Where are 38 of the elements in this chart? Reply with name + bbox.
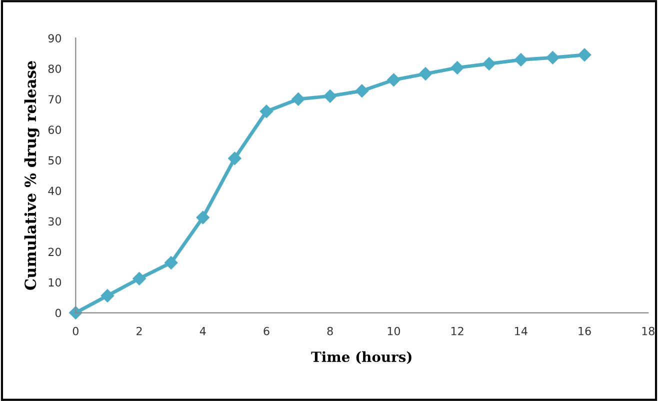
point	[355, 84, 368, 98]
x-tick-label: 0	[72, 326, 78, 336]
x-tick-label: 18	[642, 326, 654, 336]
y-tick-label: 60	[48, 126, 62, 134]
x-axis-title: Time (hours)	[311, 351, 412, 364]
y-tick-label: 80	[48, 64, 62, 73]
y-axis-title: Cumulative % drug release	[24, 61, 40, 290]
y-tick-label: 0	[55, 308, 62, 318]
x-tick-label: 4	[200, 327, 206, 336]
y-tick-label: 90	[48, 34, 62, 42]
point	[482, 57, 496, 70]
y-tick-label: 40	[48, 186, 62, 196]
point	[324, 89, 337, 103]
point	[100, 289, 114, 302]
y-tick-label: 20	[48, 248, 62, 256]
y-tick-label: 30	[48, 217, 62, 226]
point	[450, 61, 464, 74]
point	[578, 48, 592, 62]
y-tick-label: 10	[48, 278, 62, 287]
x-tick-label: 10	[388, 326, 400, 336]
point	[514, 53, 528, 66]
point	[292, 92, 305, 106]
point	[418, 67, 432, 80]
x-tick-label: 6	[264, 326, 270, 336]
x-tick-label: 8	[327, 326, 333, 336]
point	[260, 104, 274, 118]
point	[546, 51, 560, 64]
point	[387, 73, 400, 86]
point	[132, 272, 146, 286]
x-tick-label: 14	[515, 327, 528, 336]
x-tick-label: 16	[578, 326, 591, 336]
point	[228, 152, 242, 165]
x-tick-label: 2	[136, 326, 142, 336]
x-tick-label: 12	[451, 326, 464, 336]
point	[196, 210, 210, 224]
y-tick-label: 70	[48, 95, 62, 104]
point	[164, 256, 178, 270]
y-tick-label: 50	[48, 156, 62, 165]
